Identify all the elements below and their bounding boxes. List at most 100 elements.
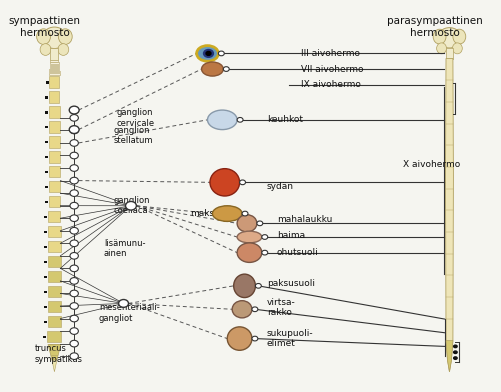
Bar [45,186,48,189]
Bar [49,91,60,103]
Bar [45,126,48,129]
Bar [48,286,61,297]
Ellipse shape [452,29,465,44]
Bar [44,306,47,308]
Circle shape [70,127,78,134]
Bar [44,276,47,278]
Bar [49,122,60,132]
Ellipse shape [236,215,257,232]
Circle shape [69,106,79,114]
Bar [45,201,48,203]
Circle shape [70,152,78,159]
Bar [49,196,60,207]
Circle shape [70,278,78,284]
Bar [44,321,47,323]
Circle shape [70,303,78,309]
Circle shape [70,177,78,184]
Bar [44,291,47,293]
Bar [48,211,60,222]
Text: haima: haima [276,230,304,240]
Bar [48,226,61,238]
Ellipse shape [40,44,51,55]
Circle shape [70,227,78,234]
Circle shape [203,49,213,57]
Bar [44,246,47,248]
Text: truncus
sympatikus: truncus sympatikus [35,345,83,364]
Bar [48,301,61,312]
Bar [49,106,60,118]
Polygon shape [445,341,452,372]
Bar [45,96,48,98]
Bar [44,231,47,233]
Ellipse shape [236,243,262,262]
Circle shape [223,67,229,71]
Polygon shape [52,360,57,372]
Circle shape [262,235,267,240]
Ellipse shape [196,45,218,61]
Circle shape [70,353,78,359]
Text: keuhkot: keuhkot [266,115,302,124]
Ellipse shape [207,110,236,130]
Text: virtsa-
rakko: virtsa- rakko [266,298,295,317]
Bar [45,156,48,158]
Bar [50,67,59,68]
Circle shape [452,350,457,354]
Circle shape [205,51,210,55]
Ellipse shape [232,301,252,318]
Ellipse shape [437,28,460,48]
Circle shape [70,265,78,272]
Circle shape [70,215,78,221]
Text: sukupuoli-
elimet: sukupuoli- elimet [266,329,313,348]
Circle shape [252,336,258,341]
Bar [48,316,61,327]
Text: mesenteriaali-
gangliot: mesenteriaali- gangliot [99,303,159,323]
Text: VII aivohermo: VII aivohermo [301,65,363,74]
Ellipse shape [212,206,241,221]
Circle shape [262,250,267,255]
Ellipse shape [58,44,69,55]
Text: ohutsuoli: ohutsuoli [276,248,318,257]
Circle shape [70,190,78,196]
Bar [45,111,48,114]
Bar [46,81,49,83]
Bar [48,271,61,282]
Ellipse shape [42,27,67,49]
Circle shape [70,340,78,347]
Text: IX aivohermo: IX aivohermo [301,80,361,89]
Bar [49,73,60,74]
Text: sympaattinen
hermosto: sympaattinen hermosto [9,16,80,38]
Text: maksa: maksa [190,209,219,218]
Bar [47,331,61,342]
Circle shape [70,140,78,146]
Circle shape [118,299,128,307]
Ellipse shape [37,29,51,44]
Text: X aivohermo: X aivohermo [402,160,459,169]
Circle shape [70,240,78,247]
Bar [45,171,48,173]
Text: parasympaattinen
hermosto: parasympaattinen hermosto [386,16,481,38]
Ellipse shape [227,327,252,350]
Bar [44,216,47,218]
Ellipse shape [432,29,445,44]
Circle shape [70,290,78,297]
Circle shape [452,356,457,360]
Text: mahalaukku: mahalaukku [276,215,331,224]
Circle shape [70,165,78,171]
Circle shape [70,114,78,121]
Text: ganglion
coeliaca: ganglion coeliaca [113,196,150,216]
Circle shape [69,126,79,134]
Ellipse shape [201,62,223,76]
Ellipse shape [451,43,461,54]
Text: ganglion
stellatum: ganglion stellatum [113,126,153,145]
Bar [44,336,46,338]
Ellipse shape [236,231,262,243]
Bar [50,65,59,66]
Circle shape [252,307,258,312]
Bar [51,60,58,62]
Circle shape [70,315,78,322]
Bar [50,62,59,64]
Circle shape [239,180,245,185]
Bar [49,71,60,73]
Circle shape [70,202,78,209]
Circle shape [241,211,247,216]
